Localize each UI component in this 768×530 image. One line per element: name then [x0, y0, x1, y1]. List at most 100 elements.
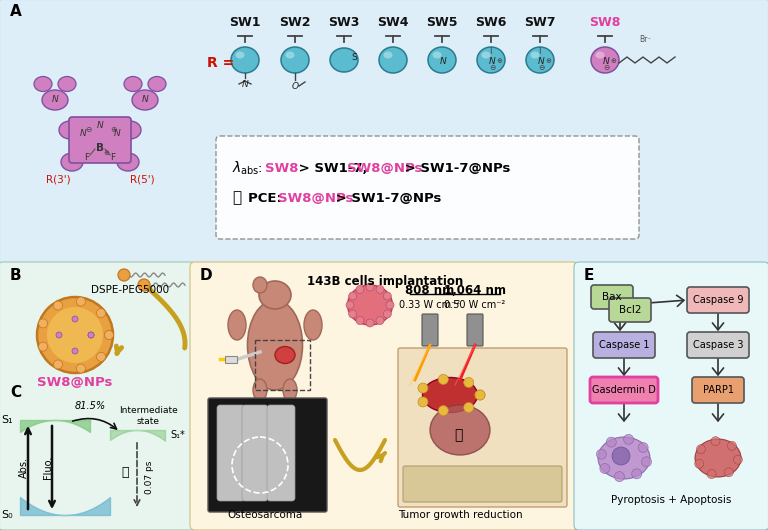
Circle shape — [97, 352, 105, 361]
Circle shape — [418, 383, 428, 393]
Text: SW8: SW8 — [589, 15, 621, 29]
Ellipse shape — [304, 310, 322, 340]
FancyBboxPatch shape — [190, 262, 578, 530]
Circle shape — [346, 301, 354, 309]
Text: C: C — [10, 385, 22, 400]
Circle shape — [614, 472, 624, 482]
FancyBboxPatch shape — [216, 136, 639, 239]
Circle shape — [88, 332, 94, 338]
Text: Br⁻: Br⁻ — [639, 35, 651, 44]
FancyBboxPatch shape — [593, 332, 655, 358]
Ellipse shape — [330, 48, 358, 72]
Text: Caspase 1: Caspase 1 — [599, 340, 649, 350]
Ellipse shape — [148, 76, 166, 92]
Circle shape — [118, 269, 130, 281]
Circle shape — [439, 374, 449, 384]
Ellipse shape — [132, 90, 158, 110]
FancyBboxPatch shape — [609, 298, 651, 322]
Circle shape — [597, 449, 607, 459]
Text: 🔥: 🔥 — [454, 428, 462, 442]
Circle shape — [641, 457, 651, 467]
Circle shape — [366, 319, 374, 327]
Text: SW2: SW2 — [280, 15, 311, 29]
Ellipse shape — [432, 51, 442, 58]
Circle shape — [56, 332, 62, 338]
Circle shape — [54, 360, 62, 369]
Ellipse shape — [428, 47, 456, 73]
Ellipse shape — [61, 153, 83, 171]
Circle shape — [475, 390, 485, 400]
Text: N: N — [538, 57, 545, 66]
Text: Caspase 9: Caspase 9 — [693, 295, 743, 305]
Text: 0.07 ps: 0.07 ps — [145, 461, 154, 494]
Text: 81.5%: 81.5% — [74, 401, 105, 411]
Ellipse shape — [695, 439, 741, 477]
Ellipse shape — [247, 300, 303, 390]
Circle shape — [695, 460, 703, 469]
FancyBboxPatch shape — [403, 466, 562, 502]
Ellipse shape — [275, 347, 295, 364]
Circle shape — [697, 445, 706, 454]
Text: Pyroptosis + Apoptosis: Pyroptosis + Apoptosis — [611, 495, 731, 505]
Bar — [225, 356, 237, 363]
Text: 🔥: 🔥 — [121, 466, 129, 479]
Ellipse shape — [231, 47, 259, 73]
Text: N: N — [80, 128, 86, 137]
Text: DSPE-PEG5000: DSPE-PEG5000 — [91, 285, 169, 295]
FancyBboxPatch shape — [687, 332, 749, 358]
Text: N: N — [97, 121, 104, 130]
Circle shape — [376, 316, 384, 324]
Text: R(5'): R(5') — [130, 175, 154, 185]
Text: :: : — [258, 162, 266, 174]
Circle shape — [104, 331, 114, 340]
Ellipse shape — [531, 51, 539, 58]
Circle shape — [356, 286, 364, 294]
Text: Caspase 3: Caspase 3 — [693, 340, 743, 350]
Ellipse shape — [383, 51, 392, 58]
FancyBboxPatch shape — [217, 405, 245, 501]
Circle shape — [727, 441, 737, 450]
Text: ⊖: ⊖ — [538, 64, 545, 73]
Text: N: N — [439, 57, 446, 66]
FancyBboxPatch shape — [590, 377, 658, 403]
Text: O: O — [291, 82, 299, 91]
Text: R =: R = — [207, 56, 234, 70]
Ellipse shape — [591, 47, 619, 73]
Ellipse shape — [526, 47, 554, 73]
Text: N: N — [603, 57, 609, 66]
FancyBboxPatch shape — [267, 405, 295, 501]
Text: ⊕: ⊕ — [103, 150, 109, 156]
Ellipse shape — [59, 121, 81, 139]
Ellipse shape — [253, 277, 267, 293]
FancyBboxPatch shape — [208, 398, 327, 512]
Text: SW6: SW6 — [475, 15, 507, 29]
Ellipse shape — [477, 47, 505, 73]
Circle shape — [376, 286, 384, 294]
Ellipse shape — [58, 76, 76, 92]
FancyBboxPatch shape — [692, 377, 744, 403]
FancyBboxPatch shape — [242, 405, 268, 501]
Text: SW5: SW5 — [426, 15, 458, 29]
Text: ⊖: ⊖ — [603, 64, 609, 73]
Ellipse shape — [228, 310, 246, 340]
Ellipse shape — [598, 437, 650, 479]
Text: ⊕: ⊕ — [110, 126, 116, 135]
Circle shape — [733, 455, 743, 464]
Circle shape — [386, 301, 394, 309]
Text: > SW1-7@NPs: > SW1-7@NPs — [331, 191, 442, 205]
Text: Bax: Bax — [602, 292, 622, 302]
Ellipse shape — [124, 76, 142, 92]
Ellipse shape — [347, 285, 392, 325]
Text: B: B — [10, 268, 22, 283]
Ellipse shape — [236, 51, 244, 58]
FancyBboxPatch shape — [591, 285, 633, 309]
Text: $\lambda_\mathregular{abs}$: $\lambda_\mathregular{abs}$ — [232, 160, 260, 176]
Text: S: S — [351, 52, 357, 61]
Text: F: F — [111, 153, 115, 162]
Ellipse shape — [253, 379, 267, 401]
Text: N: N — [141, 95, 148, 104]
Text: N: N — [51, 95, 58, 104]
Circle shape — [724, 468, 733, 477]
Text: SW3: SW3 — [328, 15, 359, 29]
Circle shape — [600, 464, 610, 473]
